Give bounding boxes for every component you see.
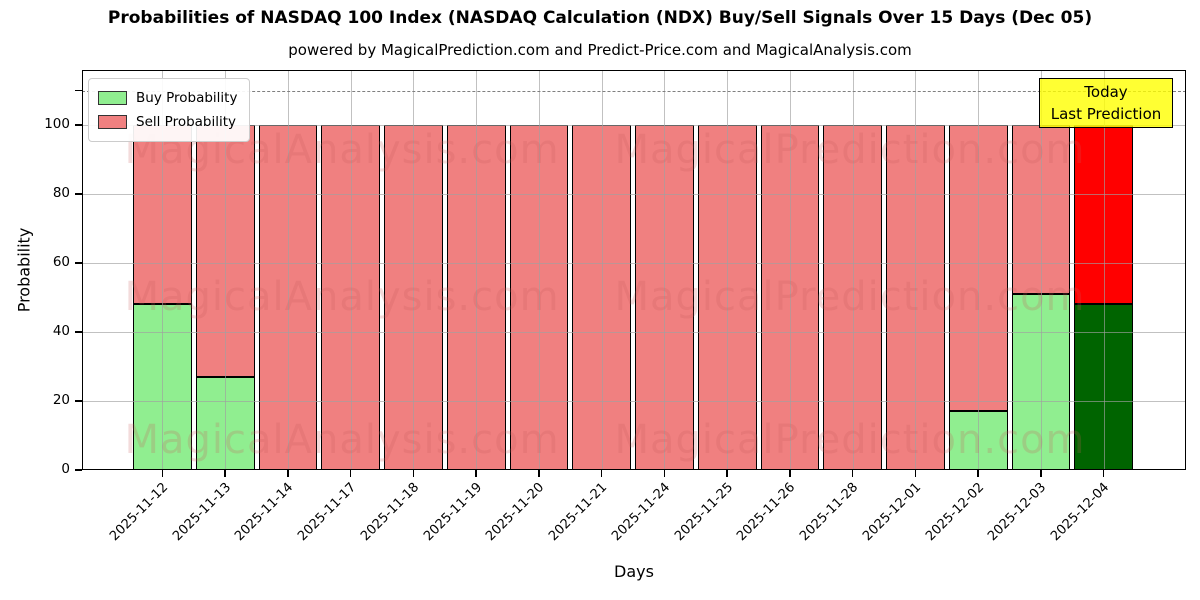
y-tick-mark xyxy=(75,124,82,126)
h-gridline-40 xyxy=(82,332,1186,334)
x-tick-mark xyxy=(538,470,540,477)
legend-item-buy: Buy Probability xyxy=(98,86,237,110)
sell-color-swatch xyxy=(98,115,127,129)
x-tick-mark xyxy=(412,470,415,477)
v-gridline xyxy=(476,70,478,470)
x-tick-label-2025-12-01: 2025-12-01 xyxy=(859,480,924,545)
watermark-text: MagicalAnalysis.com xyxy=(124,274,560,320)
watermark-text: MagicalPrediction.com xyxy=(614,274,1086,320)
h-gridline-100 xyxy=(82,125,1186,127)
x-tick-mark xyxy=(977,470,979,477)
v-gridline xyxy=(727,70,729,470)
y-tick-label-80: 80 xyxy=(52,185,70,202)
x-tick-mark xyxy=(914,470,917,477)
v-gridline xyxy=(287,70,289,470)
h-gridline-80 xyxy=(82,194,1186,196)
v-gridline xyxy=(413,70,415,470)
today-annotation-line2: Last Prediction xyxy=(1050,105,1162,123)
v-gridline xyxy=(162,70,164,470)
v-gridline xyxy=(601,70,603,470)
v-gridline xyxy=(350,70,352,470)
x-tick-mark xyxy=(1040,470,1042,477)
chart-title: Probabilities of NASDAQ 100 Index (NASDA… xyxy=(107,8,1093,28)
legend-label-buy: Buy Probability xyxy=(136,90,238,106)
y-tick-mark-unlabeled xyxy=(75,89,82,92)
y-tick-label-20: 20 xyxy=(52,392,70,409)
y-tick-label-0: 0 xyxy=(61,461,70,477)
x-tick-mark xyxy=(600,470,603,477)
x-tick-mark xyxy=(726,470,728,477)
x-tick-label-2025-11-20: 2025-11-20 xyxy=(483,480,548,545)
x-tick-mark xyxy=(475,470,477,477)
x-tick-label-2025-11-21: 2025-11-21 xyxy=(546,480,611,545)
buy-color-swatch xyxy=(98,91,127,105)
x-axis-label: Days xyxy=(614,562,654,581)
x-tick-label-2025-11-19: 2025-11-19 xyxy=(420,480,485,545)
y-tick-mark xyxy=(75,469,82,471)
x-tick-mark xyxy=(349,470,352,477)
x-tick-mark xyxy=(224,470,226,477)
x-tick-mark xyxy=(1102,470,1105,477)
y-tick-mark xyxy=(75,331,82,333)
v-gridline xyxy=(538,70,540,470)
legend-label-sell: Sell Probability xyxy=(136,114,237,130)
v-gridline xyxy=(1040,70,1042,470)
y-tick-mark xyxy=(75,400,82,402)
watermark-text: MagicalPrediction.com xyxy=(614,417,1086,463)
v-gridline xyxy=(1103,70,1105,470)
y-tick-mark xyxy=(75,193,82,195)
threshold-dashed-line xyxy=(82,90,1186,92)
x-tick-label-2025-12-03: 2025-12-03 xyxy=(985,480,1050,545)
x-tick-label-2025-11-26: 2025-11-26 xyxy=(734,480,799,545)
watermark-text: MagicalPrediction.com xyxy=(614,127,1086,173)
v-gridline xyxy=(664,70,666,470)
x-tick-label-2025-12-04: 2025-12-04 xyxy=(1048,480,1113,545)
v-gridline xyxy=(978,70,980,470)
x-tick-label-2025-11-13: 2025-11-13 xyxy=(169,480,234,545)
x-tick-label-2025-11-28: 2025-11-28 xyxy=(797,480,862,545)
x-tick-mark xyxy=(663,470,666,477)
y-tick-mark xyxy=(75,262,82,264)
v-gridline xyxy=(789,70,791,470)
x-tick-label-2025-11-25: 2025-11-25 xyxy=(671,480,736,545)
today-annotation-line1: Today xyxy=(1084,83,1128,101)
plot-area: MagicalAnalysis.com MagicalPrediction.com… xyxy=(82,70,1186,470)
v-gridline xyxy=(225,70,227,470)
x-tick-label-2025-11-18: 2025-11-18 xyxy=(357,480,422,545)
x-tick-label-2025-12-02: 2025-12-02 xyxy=(922,480,987,545)
x-tick-mark xyxy=(851,470,854,477)
x-tick-mark xyxy=(161,470,164,477)
h-gridline-60 xyxy=(82,263,1186,265)
x-tick-label-2025-11-17: 2025-11-17 xyxy=(295,480,360,545)
v-gridline xyxy=(915,70,917,470)
x-tick-label-2025-11-12: 2025-11-12 xyxy=(106,480,171,545)
legend-item-sell: Sell Probability xyxy=(98,110,237,134)
x-tick-label-2025-11-24: 2025-11-24 xyxy=(608,480,673,545)
watermark-text: MagicalAnalysis.com xyxy=(124,417,560,463)
x-tick-mark xyxy=(287,470,289,477)
y-tick-label-60: 60 xyxy=(52,254,70,271)
today-annotation: Today Last Prediction xyxy=(1039,78,1173,128)
y-tick-label-100: 100 xyxy=(44,116,70,133)
y-tick-label-40: 40 xyxy=(52,323,70,340)
v-gridline xyxy=(852,70,854,470)
chart-subtitle: powered by MagicalPrediction.com and Pre… xyxy=(288,41,912,59)
legend: Buy Probability Sell Probability xyxy=(88,78,251,142)
x-tick-label-2025-11-14: 2025-11-14 xyxy=(232,480,297,545)
x-tick-mark xyxy=(789,470,791,477)
h-gridline-20 xyxy=(82,401,1186,403)
